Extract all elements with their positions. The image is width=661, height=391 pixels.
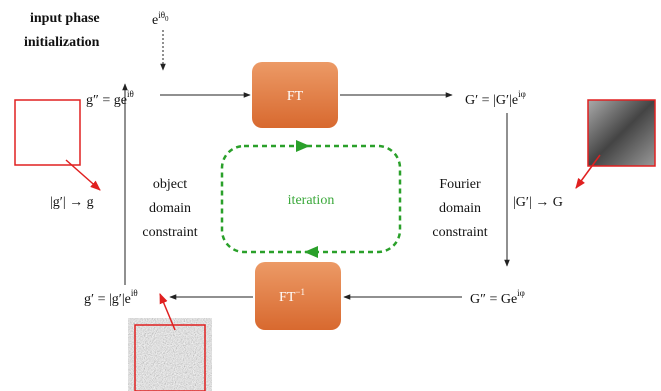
node: g′ = |g′|eiθ <box>84 288 138 307</box>
input-label: initialization <box>24 35 100 50</box>
red-arrow <box>66 160 100 190</box>
fourier-label: constraint <box>432 225 487 240</box>
noise-image <box>135 325 205 391</box>
base: G″ = Ge <box>470 292 517 307</box>
base: FT <box>279 290 296 305</box>
ft-label: FT <box>287 89 304 104</box>
base: g′ = |g′|e <box>84 292 131 307</box>
fourier-label: Fourier <box>439 177 481 192</box>
sup: iθ <box>131 288 138 298</box>
base: G′ = |G′|e <box>465 93 518 108</box>
object-label: domain <box>149 201 191 216</box>
fourier-formula: |G′| → G <box>513 195 563 210</box>
sup: iθ <box>158 10 165 20</box>
sub: 0 <box>165 15 169 23</box>
base: g″ = ge <box>86 93 127 108</box>
diagram: input phase initialization eiθ0 g″ = gei… <box>0 0 661 391</box>
sup: iφ <box>517 288 525 298</box>
object-label: constraint <box>142 225 197 240</box>
node: G″ = Geiφ <box>470 288 525 307</box>
sup: iθ <box>127 89 134 99</box>
phase-term: eiθ0 <box>152 10 169 28</box>
target-image <box>588 100 655 166</box>
iteration-label: iteration <box>288 193 335 208</box>
node: G′ = |G′|eiφ <box>465 89 526 108</box>
node: g″ = geiθ <box>86 89 134 108</box>
loop-arrowhead <box>296 140 310 152</box>
input-label: input phase <box>30 11 100 26</box>
fourier-label: domain <box>439 201 481 216</box>
amplitude-image <box>15 100 80 165</box>
loop-arrowhead <box>304 246 318 258</box>
sup: iφ <box>518 89 526 99</box>
object-label: object <box>153 177 187 192</box>
sup: −1 <box>295 287 305 297</box>
object-formula: |g′| → g <box>50 195 94 210</box>
